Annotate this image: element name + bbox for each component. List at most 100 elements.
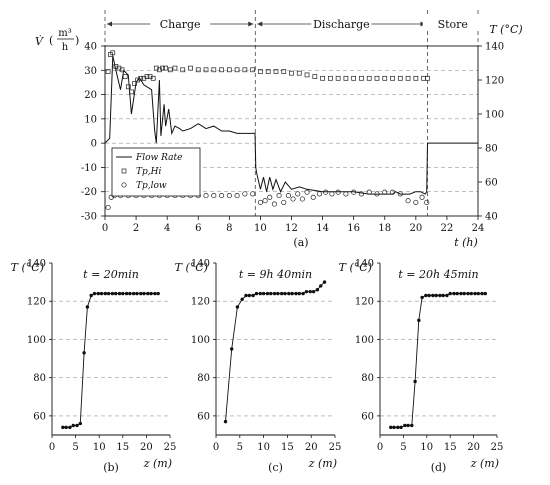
profile-point-c (261, 291, 266, 296)
tick-label-left: -30 (81, 212, 97, 223)
marker-tp-hi (265, 69, 271, 74)
profile-point-d (445, 293, 449, 298)
marker-tp-low (335, 189, 341, 195)
marker-tp-hi (172, 65, 178, 71)
tick-label-y-c: 60 (197, 411, 210, 422)
tick-label-y-d: 80 (361, 373, 374, 384)
profile-point-b (75, 423, 79, 428)
tick-label-x: 22 (441, 223, 454, 234)
marker-tp-hi (195, 67, 201, 73)
profile-point-c (269, 291, 273, 296)
profile-point-b (61, 425, 65, 430)
marker-tp-hi (234, 67, 240, 73)
profile-point-c (294, 291, 298, 296)
profile-point-d (441, 293, 445, 298)
marker-tp-hi (304, 72, 310, 78)
marker-tp-low (323, 189, 329, 195)
tick-label-x-b: 20 (140, 442, 153, 453)
marker-tp-low (262, 198, 268, 204)
tick-label-right: 100 (485, 110, 504, 121)
ylabel-left-unit-top: m³ (58, 28, 72, 39)
profile-point-c (290, 291, 294, 296)
legend-box (111, 147, 201, 197)
profile-line-d (390, 293, 486, 428)
marker-tp-hi (119, 67, 125, 73)
marker-tp-hi (219, 67, 224, 73)
ylabel-left-symbol: V̇ (35, 35, 44, 48)
marker-tp-hi (138, 75, 144, 81)
marker-tp-hi (180, 67, 186, 73)
marker-tp-low (242, 191, 248, 197)
tick-label-left: 20 (84, 90, 97, 101)
profile-point-d (480, 291, 484, 296)
profile-point-d (431, 293, 435, 298)
marker-tp-low (329, 191, 335, 197)
phase-label-bg (150, 15, 211, 31)
marker-tp-low (424, 199, 430, 205)
marker-tp-hi (167, 67, 173, 73)
marker-tp-low (281, 199, 287, 205)
profile-point-b (156, 291, 160, 296)
xlabel-c: z (m) (308, 457, 337, 470)
profile-point-b (106, 291, 111, 296)
profile-point-b (78, 421, 83, 426)
ylabel-right: T (°C) (489, 23, 522, 36)
marker-tp-low (226, 193, 232, 199)
profile-point-d (399, 425, 403, 430)
marker-tp-hi (281, 69, 287, 74)
panel-label-c: (c) (268, 461, 283, 474)
profile-point-d (462, 291, 466, 296)
marker-tp-hi (203, 67, 209, 73)
panel-b: 60 80 100 120 140 0 5 10 15 20 25 T (°C) z (m) (b) t =… (11, 259, 177, 475)
profile-point-c (311, 289, 316, 294)
xlabel-d: z (m) (470, 457, 499, 470)
profile-point-b (124, 291, 129, 296)
profile-point-c (240, 297, 244, 302)
profile-point-c (258, 291, 262, 296)
profile-point-d (413, 379, 417, 384)
marker-tp-low (295, 191, 301, 197)
tick-label-x-d: 20 (467, 442, 480, 453)
marker-tp-hi (390, 75, 395, 81)
xlabel-a: t (h) (454, 236, 478, 249)
tick-label-x: 12 (285, 223, 298, 234)
profile-point-c (287, 291, 291, 296)
tick-label-x-d: 15 (444, 442, 457, 453)
profile-point-b (68, 425, 72, 430)
profile-point-b (149, 291, 153, 296)
profile-point-d (434, 293, 438, 298)
phase-label: Store (438, 18, 468, 31)
marker-tp-hi (335, 75, 341, 81)
profile-point-c (272, 291, 277, 296)
tick-label-x: 2 (133, 223, 139, 234)
tick-label-y-c: 80 (197, 373, 210, 384)
profile-point-d (452, 291, 456, 296)
marker-tp-hi (359, 75, 364, 81)
profile-point-d (420, 295, 424, 300)
profile-point-b (82, 351, 86, 355)
marker-tp-low (276, 193, 282, 199)
marker-tp-hi (129, 89, 134, 95)
profile-point-d (466, 291, 470, 296)
tick-label-x-c: 25 (329, 442, 342, 453)
profile-point-b (121, 291, 125, 296)
marker-tp-hi (289, 70, 294, 76)
profile-point-c (254, 291, 259, 296)
profile-point-c (279, 291, 284, 296)
marker-tp-hi (125, 84, 131, 90)
tick-label-x-b: 15 (116, 442, 129, 453)
profile-point-b (114, 291, 118, 296)
marker-tp-low (366, 189, 372, 195)
profile-point-b (64, 425, 68, 430)
phase-label: Charge (160, 18, 201, 31)
tick-label-x-c: 0 (213, 442, 219, 453)
marker-tp-hi (226, 67, 232, 73)
ylabel-d: T (°C) (339, 261, 372, 274)
tick-label-x-c: 5 (237, 442, 243, 453)
marker-tp-hi (421, 75, 426, 81)
profile-point-c (319, 284, 323, 288)
marker-tp-hi (188, 65, 193, 71)
profile-point-d (473, 291, 477, 296)
tick-label-y-b: 100 (27, 335, 46, 346)
marker-tp-hi (163, 65, 168, 71)
